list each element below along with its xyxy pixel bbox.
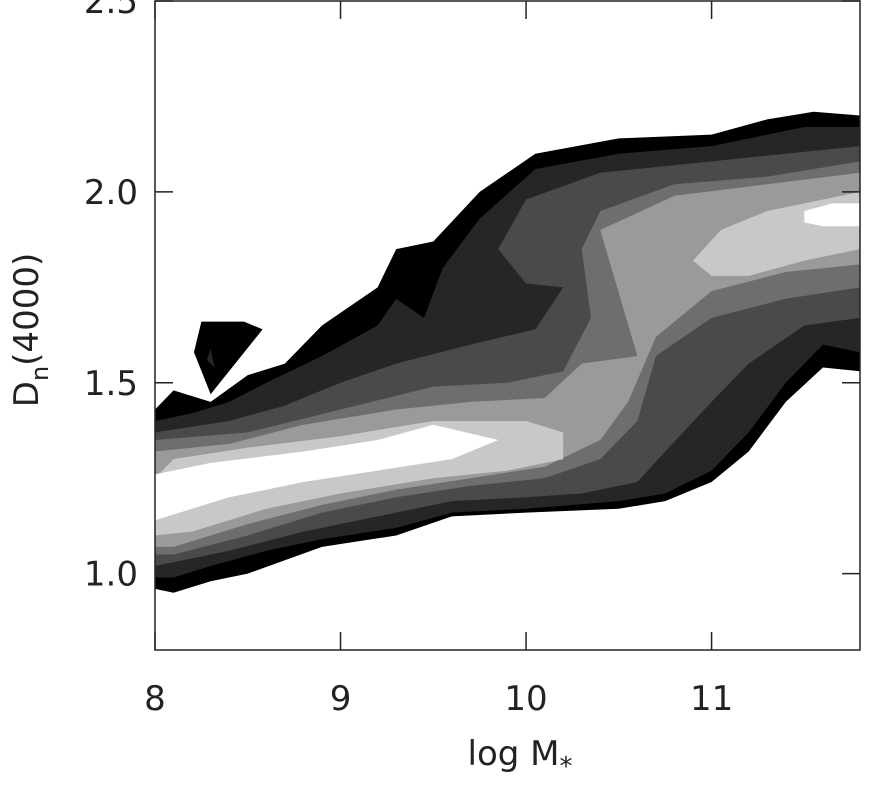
contour-layer — [155, 111, 860, 593]
x-label-main: log M — [468, 734, 560, 774]
x-tick-label: 10 — [504, 679, 547, 719]
contour-region — [804, 203, 860, 227]
x-tick-label: 8 — [144, 679, 166, 719]
x-axis-label: log M* — [468, 734, 573, 782]
contour-region — [193, 321, 263, 395]
y-label-main: D — [7, 381, 47, 407]
plot-frame — [154, 0, 861, 651]
contour-region — [206, 348, 215, 368]
y-tick-label: 2.0 — [84, 173, 138, 213]
y-label-rest: (4000) — [7, 253, 47, 366]
y-tick-label: 2.5 — [84, 0, 138, 22]
contour-region — [155, 424, 499, 521]
x-tick-label: 11 — [690, 679, 733, 719]
x-tick-label: 9 — [330, 679, 352, 719]
y-tick-label: 1.0 — [84, 555, 138, 595]
x-label-sub: * — [559, 752, 572, 782]
y-tick-label: 1.5 — [84, 364, 138, 404]
y-axis-label: Dn(4000) — [7, 253, 54, 407]
y-label-sub: n — [26, 366, 54, 381]
